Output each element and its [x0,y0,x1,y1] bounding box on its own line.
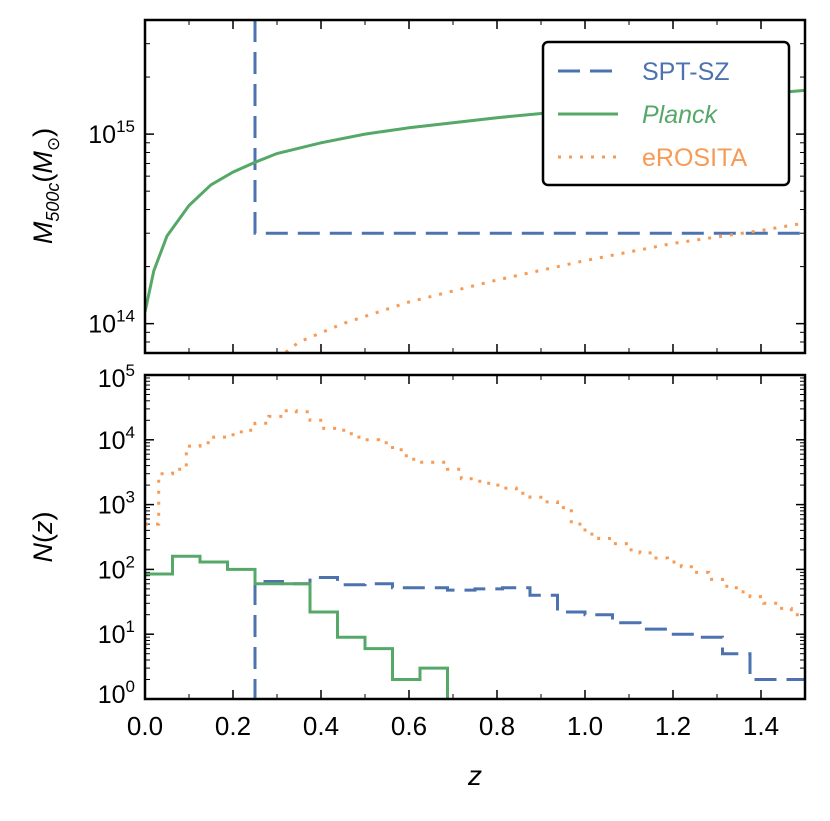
bottom-ylabel: N(z) [28,512,58,563]
top-ytick-label: 1015 [88,117,135,149]
bottom-ytick-label: 101 [98,617,135,649]
bottom-xtick-labels: 0.0 0.2 0.4 0.6 0.8 1.0 1.2 1.4 [127,711,779,741]
bottom-xtick-label: 1.0 [567,711,603,741]
legend-planck-label: Planck [642,101,719,129]
legend-entry-spt: SPT-SZ [558,58,730,86]
bottom-ytick-label: 100 [98,677,135,709]
legend-entry-erosita: eROSITA [558,144,747,172]
bottom-ytick-label: 104 [98,423,135,455]
bottom-ytick-labels: 100 101 102 103 104 105 [98,361,135,709]
top-ytick-labels: 1014 1015 [88,117,135,339]
bottom-ytick-label: 105 [98,361,135,393]
bottom-ytick-label: 103 [98,488,135,520]
bottom-panel: 100 101 102 103 104 105 0.0 0.2 0.4 0.6 0.8 1.0 1.2… [28,361,807,791]
bottom-xtick-label: 0.0 [127,711,163,741]
bottom-xtick-label: 0.8 [479,711,515,741]
legend-box [541,40,791,187]
bottom-erosita-hist [145,409,805,617]
top-spt-line [253,20,805,235]
legend: SPT-SZ Planck eROSITA [541,40,791,187]
bottom-xtick-label: 0.4 [303,711,339,741]
legend-entry-planck: Planck [558,101,719,129]
bottom-axes-frame [143,373,807,701]
bottom-xtick-label: 0.2 [215,711,251,741]
bottom-spt-hist [253,576,805,699]
bottom-planck-hist [145,554,449,699]
top-panel: 1014 1015 M500c(M⊙) SPT-SZ Planck eROSITA [28,18,807,355]
bottom-xlabel: z [467,760,482,791]
bottom-ticks [144,375,806,700]
legend-spt-label: SPT-SZ [642,58,730,86]
legend-erosita-label: eROSITA [642,144,747,172]
top-axes-frame [143,18,807,355]
top-ytick-label: 1014 [88,307,135,339]
top-erosita-line [282,221,805,353]
top-ylabel: M500c(M⊙) [28,128,63,244]
bottom-xtick-label: 0.6 [391,711,427,741]
bottom-ytick-label: 102 [98,552,135,584]
bottom-xtick-label: 1.2 [655,711,691,741]
bottom-xtick-label: 1.4 [743,711,779,741]
